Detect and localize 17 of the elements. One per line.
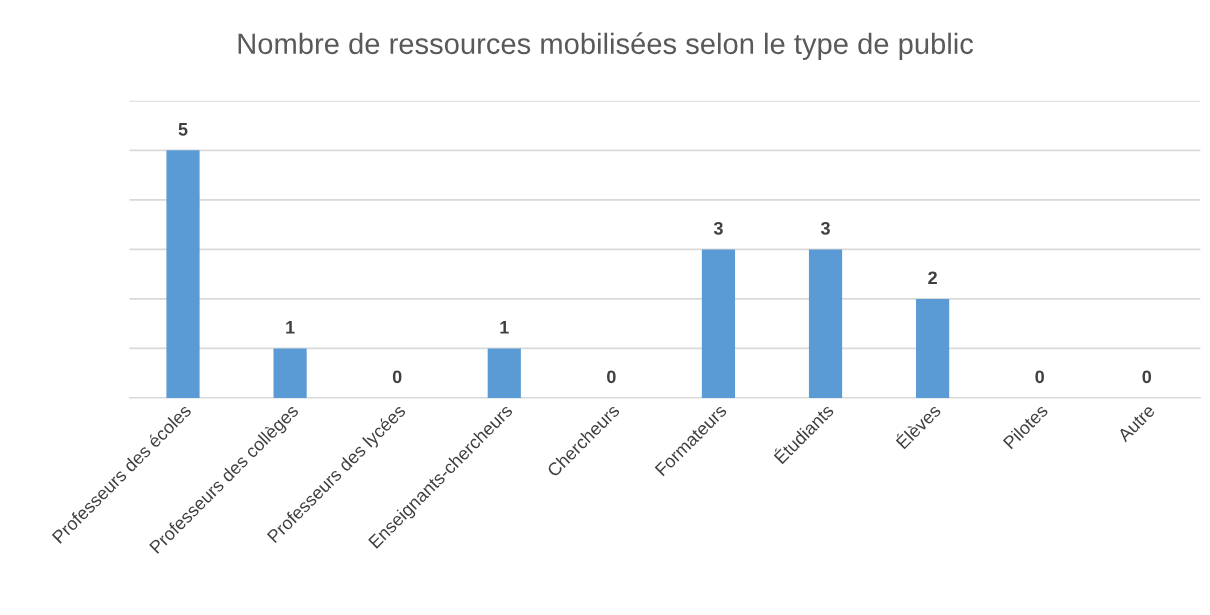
data-label: 0 <box>1035 370 1044 384</box>
data-label: 3 <box>713 221 723 235</box>
chart-title: Nombre de ressources mobilisées selon le type de public <box>238 32 974 60</box>
data-label: 5 <box>178 123 188 136</box>
bar <box>487 348 521 398</box>
data-label: 1 <box>286 321 295 334</box>
bar <box>808 249 843 398</box>
bar <box>166 150 200 398</box>
data-label: 0 <box>392 370 402 384</box>
data-label: 0 <box>1142 370 1152 384</box>
bar <box>701 249 736 398</box>
bar <box>273 348 307 398</box>
data-label: 3 <box>820 221 830 235</box>
data-label: 2 <box>928 271 937 285</box>
data-label: 1 <box>500 321 509 334</box>
bar <box>916 298 950 398</box>
data-label: 0 <box>607 370 616 384</box>
